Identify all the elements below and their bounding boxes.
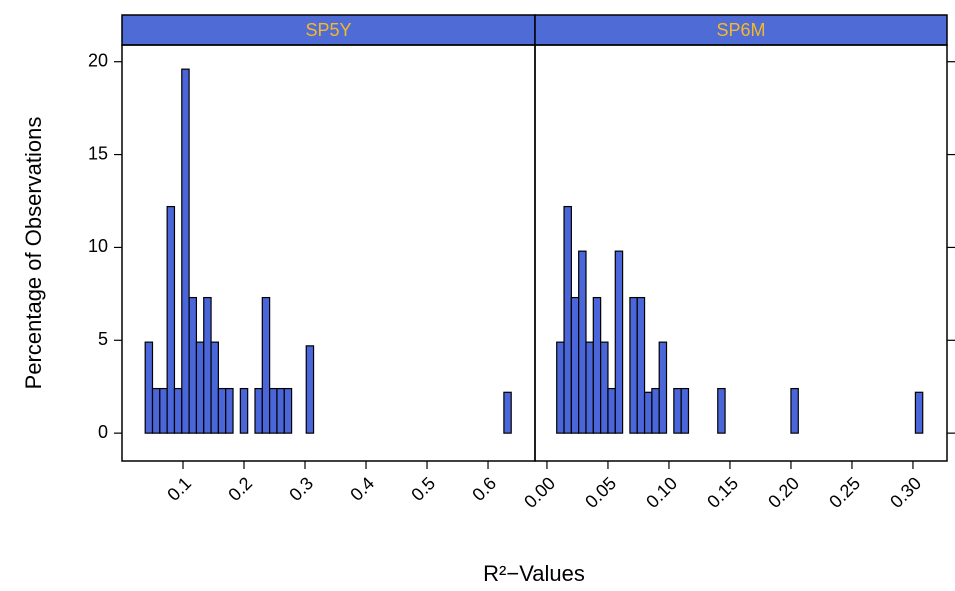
bar [159, 387, 168, 434]
x-axis-label: R²−Values [483, 561, 585, 586]
bar [269, 387, 278, 434]
bar [181, 68, 190, 434]
bar [717, 387, 726, 434]
x-tick-label: 0.4 [346, 473, 378, 505]
bar [680, 387, 690, 434]
bar [276, 387, 285, 434]
bar [629, 296, 638, 434]
x-tick-label: 0.15 [703, 473, 742, 512]
y-axis-label: Percentage of Observations [21, 117, 46, 390]
panel-title: SP5Y [305, 20, 351, 40]
bar [563, 205, 572, 434]
x-tick-label: 0.20 [764, 473, 803, 512]
panel-frame [534, 44, 948, 462]
bar [790, 387, 799, 434]
bar [144, 341, 154, 434]
bar [261, 296, 271, 434]
bar [503, 391, 512, 434]
x-tick-label: 0.5 [407, 473, 439, 505]
y-tick-label: 10 [88, 236, 108, 256]
bar [614, 250, 624, 434]
x-tick-label: 0.30 [886, 473, 925, 512]
y-tick-label: 5 [98, 329, 108, 349]
bar [651, 387, 660, 434]
bar [203, 296, 212, 434]
bar [570, 296, 580, 434]
strip [534, 14, 948, 46]
panel-title: SP6M [716, 20, 765, 40]
y-tick-label: 0 [98, 422, 108, 442]
bar [188, 296, 198, 434]
bar [585, 341, 594, 434]
bar [673, 387, 682, 434]
x-tick-label: 0.1 [163, 473, 195, 505]
bar [636, 296, 646, 434]
x-tick-label: 0.2 [224, 473, 256, 505]
bar [151, 387, 161, 434]
bar [217, 387, 227, 434]
bar [914, 391, 924, 434]
x-tick-label: 0.10 [642, 473, 681, 512]
bar [658, 341, 668, 434]
x-tick-label: 0.3 [285, 473, 317, 505]
bar [210, 341, 219, 434]
x-tick-label: 0.6 [468, 473, 500, 505]
x-tick-label: 0.00 [520, 473, 559, 512]
bar [600, 341, 609, 434]
x-tick-label: 0.25 [825, 473, 864, 512]
y-tick-label: 15 [88, 143, 108, 163]
bar [254, 387, 263, 434]
strip [121, 14, 536, 46]
x-tick-label: 0.05 [581, 473, 620, 512]
bar [607, 387, 616, 434]
bar [195, 341, 205, 434]
bar [578, 250, 587, 434]
bar [556, 341, 565, 434]
bar [283, 387, 293, 434]
bar [166, 205, 176, 434]
bar [239, 387, 249, 434]
y-tick-label: 20 [88, 50, 108, 70]
bar [173, 387, 183, 434]
bar [592, 296, 602, 434]
bar [305, 345, 315, 434]
bar [225, 387, 234, 434]
bar [643, 391, 653, 434]
